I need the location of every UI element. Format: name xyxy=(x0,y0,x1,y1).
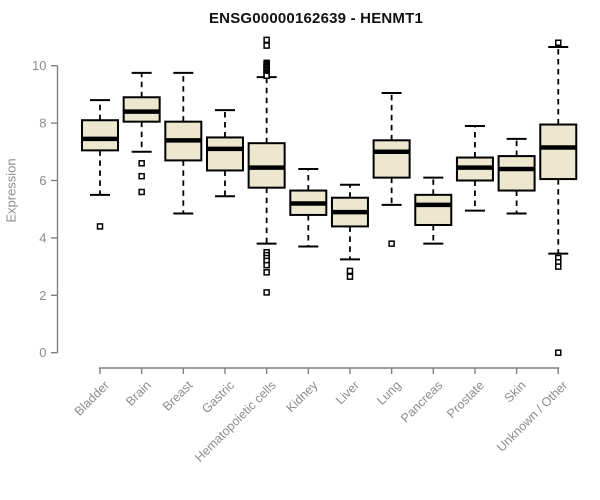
outlier-point xyxy=(555,263,562,270)
x-category-label: Liver xyxy=(333,378,362,407)
x-category-label: Pancreas xyxy=(398,378,445,425)
y-tick-label: 10 xyxy=(32,58,46,73)
box xyxy=(539,123,578,181)
outlier-point xyxy=(555,39,562,46)
x-category-label: Prostate xyxy=(444,378,487,421)
outlier-point xyxy=(263,261,270,269)
outlier-point xyxy=(263,72,270,79)
y-tick-label: 2 xyxy=(39,288,46,303)
y-tick-label: 0 xyxy=(39,345,46,360)
outlier-point xyxy=(263,36,270,44)
x-category-label: Brain xyxy=(123,378,154,409)
outlier-point xyxy=(138,188,145,196)
x-category-label: Unknown / Other xyxy=(494,378,570,454)
y-tick-label: 8 xyxy=(39,116,46,131)
x-category-label: Skin xyxy=(502,378,529,405)
outlier-point xyxy=(138,160,145,167)
box xyxy=(497,155,536,192)
outlier-point xyxy=(346,273,354,280)
box xyxy=(414,193,453,226)
x-category-label: Bladder xyxy=(72,378,112,418)
outlier-point xyxy=(263,269,270,276)
outlier-point xyxy=(388,240,395,247)
outlier-point xyxy=(263,42,270,49)
y-tick-label: 6 xyxy=(39,173,46,188)
box xyxy=(205,136,244,172)
y-tick-label: 4 xyxy=(39,230,46,245)
outlier-point xyxy=(555,349,562,356)
box xyxy=(372,139,411,179)
box xyxy=(81,119,119,152)
x-category-label: Gastric xyxy=(199,378,237,416)
x-category-label: Lung xyxy=(374,378,404,408)
x-category-label: Hematopoietic cells xyxy=(192,378,279,465)
outlier-point xyxy=(96,223,104,230)
outlier-point xyxy=(138,172,145,180)
x-category-label: Kidney xyxy=(283,378,320,415)
outlier-point xyxy=(346,267,354,275)
x-category-label: Breast xyxy=(160,378,196,414)
outlier-point xyxy=(263,289,270,296)
chart-title: ENSG00000162639 - HENMT1 xyxy=(208,10,424,27)
